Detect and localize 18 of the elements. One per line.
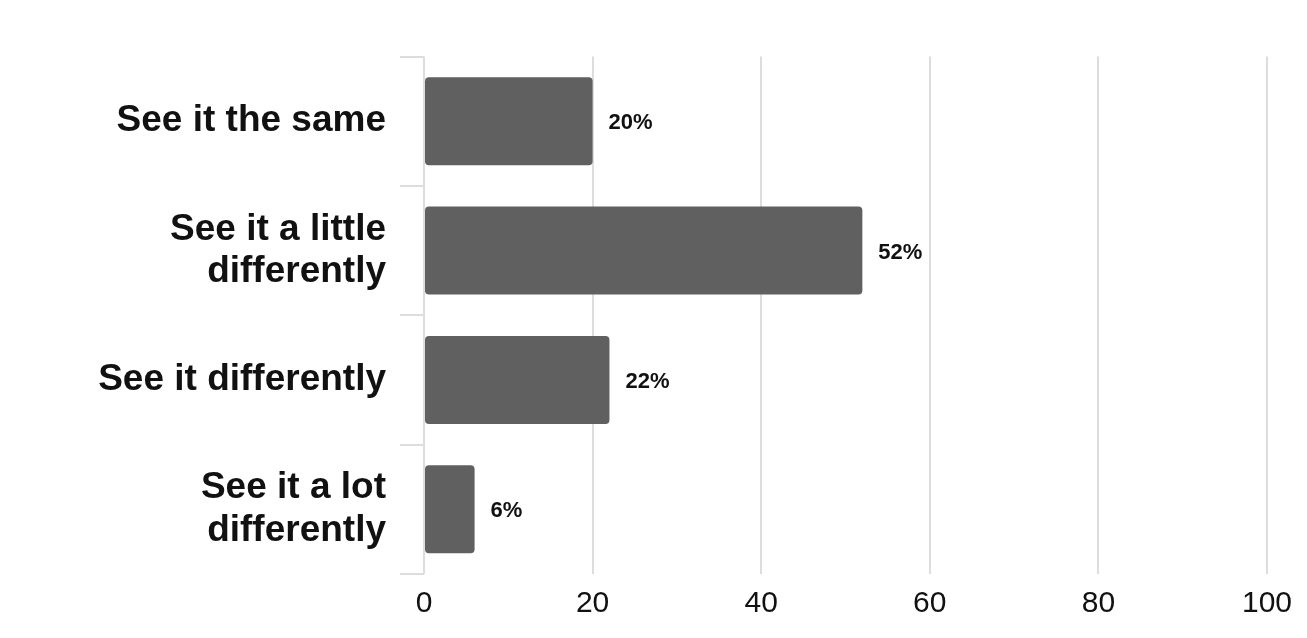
x-tick-label: 80: [1081, 585, 1116, 619]
data-label: 52%: [878, 238, 923, 264]
bar: [425, 77, 593, 166]
y-tick-label: See it differently: [98, 357, 387, 399]
x-tick-label: 20: [575, 585, 610, 619]
x-tick-label: 0: [415, 585, 433, 619]
y-tick-label: See it a little differently: [170, 206, 387, 291]
bar: [425, 335, 610, 424]
y-tick-label: See it the same: [116, 98, 386, 140]
bar: [425, 206, 863, 295]
data-label: 6%: [490, 497, 523, 523]
x-tick-label: 100: [1241, 585, 1293, 619]
data-label: 22%: [625, 368, 670, 394]
x-tick-label: 60: [913, 585, 947, 619]
bar: [425, 465, 475, 554]
data-label: 20%: [608, 109, 653, 135]
x-tick-label: 40: [744, 585, 778, 619]
y-tick-label: See it a lot differently: [200, 465, 387, 549]
